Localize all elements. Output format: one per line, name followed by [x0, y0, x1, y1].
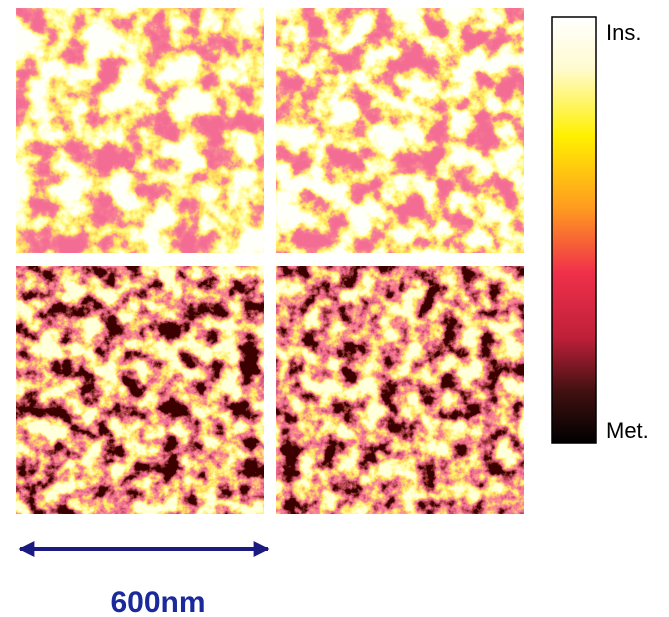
map-panel	[276, 266, 524, 514]
colorbar	[551, 16, 597, 444]
colorbar-bottom-label: Met.	[606, 418, 649, 443]
map-panel	[16, 266, 264, 514]
scale-bar-label: 600nm	[110, 586, 205, 617]
map-panel	[276, 8, 524, 253]
map-panel	[16, 8, 264, 253]
colorbar-top-label: Ins.	[606, 20, 641, 45]
